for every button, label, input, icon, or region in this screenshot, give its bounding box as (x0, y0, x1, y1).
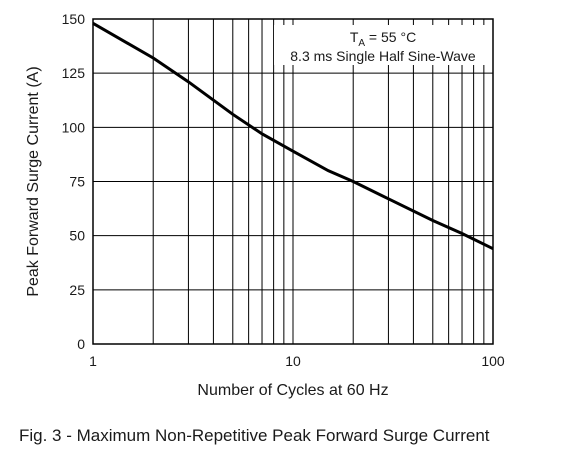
annotation-temperature: TA = 55 °C (350, 29, 416, 49)
y-tick-label: 150 (62, 11, 86, 27)
surge-current-curve (92, 22, 494, 251)
y-tick-label: 25 (69, 282, 85, 298)
surge-current-chart: 0 25 50 75 100 125 150 1 10 100 TA = 55 °C 8.3 m… (25, 11, 505, 399)
plot-frame (92, 18, 494, 345)
annotation-waveform: 8.3 ms Single Half Sine-Wave (290, 48, 476, 64)
y-tick-label: 125 (62, 65, 86, 81)
x-tick-label: 10 (285, 353, 301, 369)
x-tick-label: 1 (89, 353, 97, 369)
x-tick-labels: 1 10 100 (89, 353, 505, 369)
x-axis-label: Number of Cycles at 60 Hz (197, 382, 388, 399)
annotation-background (274, 25, 491, 65)
y-tick-label: 0 (77, 336, 85, 352)
annotation-t: T (350, 29, 359, 45)
y-axis-label: Peak Forward Surge Current (A) (25, 66, 42, 296)
y-tick-label: 75 (69, 174, 85, 190)
figure-caption: Fig. 3 - Maximum Non-Repetitive Peak For… (19, 426, 490, 445)
annotation-subscript: A (358, 38, 365, 49)
chart-grid (93, 19, 493, 344)
x-tick-label: 100 (481, 353, 505, 369)
y-tick-label: 100 (62, 119, 86, 135)
y-tick-labels: 0 25 50 75 100 125 150 (62, 11, 86, 352)
y-tick-label: 50 (69, 228, 85, 244)
annotation-temp-value: = 55 °C (365, 29, 416, 45)
